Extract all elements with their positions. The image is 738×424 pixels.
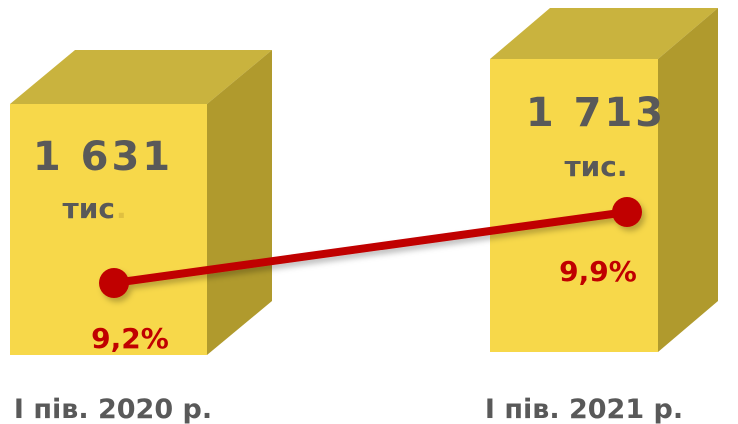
percent-label-2020: 9,2% xyxy=(91,322,169,355)
bar-2020 xyxy=(10,50,272,355)
percent-label-2021: 9,9% xyxy=(559,255,637,288)
bar-2021-top xyxy=(490,8,718,59)
percent-point-2020 xyxy=(99,268,129,298)
bar-2020-front xyxy=(10,104,207,355)
category-label-2020: І пів. 2020 р. xyxy=(14,394,212,424)
bar-2020-side xyxy=(207,50,272,355)
percent-line xyxy=(110,208,631,287)
category-label-2021: І пів. 2021 р. xyxy=(485,394,683,424)
unit-dot-2020: . xyxy=(116,192,127,225)
value-label-2020: 1 631 xyxy=(33,134,173,180)
value-label-2021: 1 713 xyxy=(526,90,666,136)
unit-label-2021: тис. xyxy=(564,150,627,183)
bar-2021-side xyxy=(658,8,718,352)
percent-point-2021 xyxy=(612,197,642,227)
unit-label-2020: тис xyxy=(63,192,115,225)
bar-2020-top xyxy=(10,50,272,104)
